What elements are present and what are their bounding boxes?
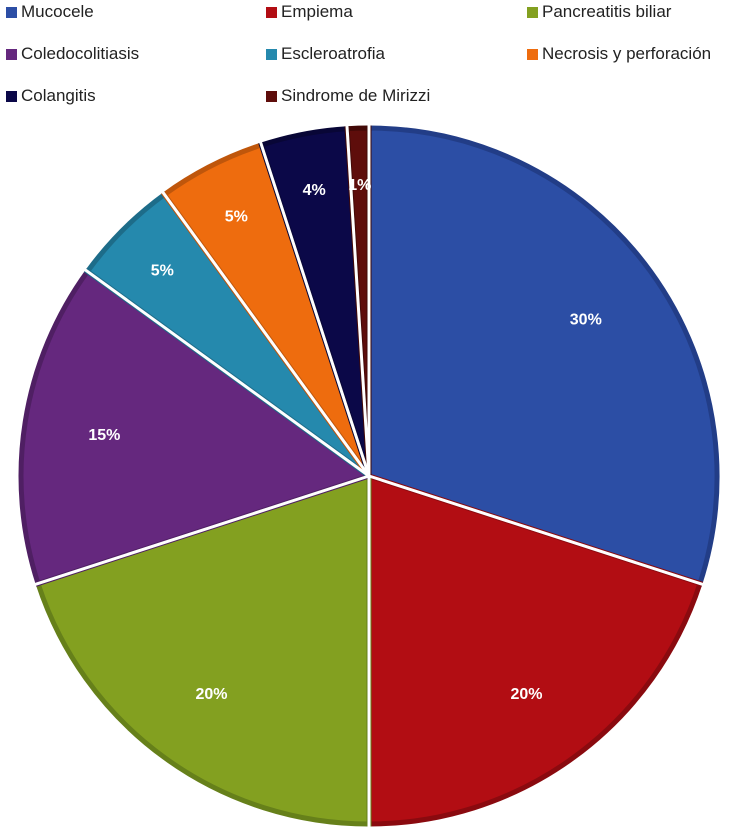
legend-item: Empiema <box>266 2 353 22</box>
legend-swatch <box>527 48 538 60</box>
legend-label: Pancreatitis biliar <box>542 2 672 21</box>
legend-swatch <box>527 6 538 18</box>
pie-slice <box>366 472 704 827</box>
pie-slice <box>34 472 372 827</box>
legend-label: Escleroatrofia <box>281 44 385 63</box>
legend-swatch <box>6 48 17 60</box>
legend-swatch <box>6 6 17 18</box>
legend-item: Necrosis y perforación <box>527 44 711 64</box>
legend-label: Necrosis y perforación <box>542 44 712 63</box>
legend-label: Coledocolitiasis <box>21 44 140 63</box>
data-label: 1% <box>348 177 371 194</box>
legend-label: Colangitis <box>21 86 96 105</box>
data-label: 4% <box>303 182 326 199</box>
data-label: 5% <box>151 262 174 279</box>
pie-slice <box>18 267 375 587</box>
slice-separator <box>345 125 371 477</box>
data-label: 5% <box>225 209 248 226</box>
slice-separator <box>84 268 370 478</box>
legend-swatch <box>266 90 277 102</box>
slice-separator <box>161 191 371 477</box>
legend-label: Sindrome de Mirizzi <box>281 86 431 105</box>
slice-separator <box>259 141 371 477</box>
data-label: 30% <box>570 311 602 328</box>
legend-swatch <box>6 90 17 102</box>
legend-item: Coledocolitiasis <box>6 44 139 64</box>
slice-separator <box>368 474 704 586</box>
legend: Mucocele Empiema Pancreatitis biliar Coledo… <box>0 0 734 112</box>
pie-slice <box>366 125 720 587</box>
legend-item: Mucocele <box>6 2 94 22</box>
legend-item: Sindrome de Mirizzi <box>266 86 430 106</box>
legend-item: Colangitis <box>6 86 96 106</box>
legend-label: Mucocele <box>21 2 94 21</box>
slice-separator <box>34 474 370 586</box>
data-label: 15% <box>88 427 120 444</box>
legend-label: Empiema <box>281 2 353 21</box>
data-label: 20% <box>195 686 227 703</box>
legend-item: Escleroatrofia <box>266 44 385 64</box>
data-label: 20% <box>510 686 542 703</box>
legend-item: Pancreatitis biliar <box>527 2 671 22</box>
legend-swatch <box>266 48 277 60</box>
legend-swatch <box>266 6 277 18</box>
